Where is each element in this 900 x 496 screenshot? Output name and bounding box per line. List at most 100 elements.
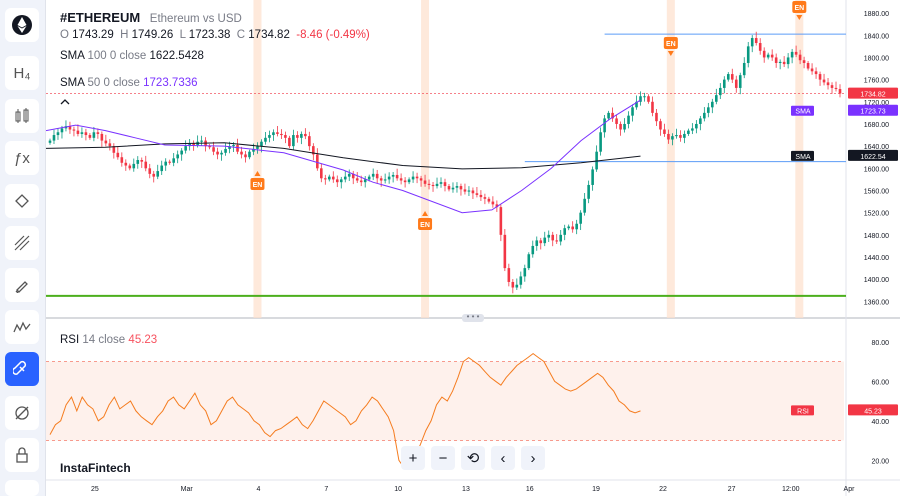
- rsi-tick-60: 60.00: [871, 379, 889, 386]
- candle-102: [455, 186, 459, 188]
- sma100-legend[interactable]: SMA 100 0 close 1622.5428: [60, 50, 204, 62]
- candle-38: [200, 140, 203, 142]
- candle-19: [124, 162, 128, 166]
- candle-195: [826, 82, 830, 86]
- candle-20: [128, 165, 132, 169]
- candle-186: [790, 51, 794, 58]
- pattern-tool-icon[interactable]: [5, 184, 39, 218]
- candle-85: [387, 176, 391, 180]
- candle-69: [324, 178, 327, 180]
- text-tool-icon[interactable]: H₄: [5, 56, 39, 90]
- candle-43: [220, 152, 223, 155]
- zoom-in-button[interactable]: +: [401, 446, 425, 470]
- magnet-icon[interactable]: [5, 352, 39, 386]
- reset-chart-button[interactable]: ⟲: [461, 446, 485, 470]
- candle-73: [339, 179, 343, 183]
- candle-126: [551, 234, 555, 241]
- candle-70: [327, 176, 331, 180]
- candle-162: [695, 123, 698, 129]
- zoom-out-button[interactable]: −: [431, 446, 455, 470]
- time-tick-10: 12:00: [782, 486, 800, 493]
- event-arrow-1: [422, 211, 429, 216]
- price-tick-1560: 1560.00: [864, 188, 889, 195]
- candle-141: [611, 112, 614, 119]
- candle-159: [683, 133, 686, 138]
- candle-116: [511, 281, 515, 288]
- candle-142: [615, 118, 618, 124]
- lock-icon[interactable]: [5, 438, 39, 472]
- more-icon[interactable]: [5, 480, 39, 496]
- candle-14: [104, 140, 108, 144]
- candle-140: [607, 112, 610, 119]
- candle-100: [447, 186, 451, 190]
- candle-54: [264, 137, 267, 142]
- candle-108: [479, 194, 483, 198]
- waves-icon[interactable]: [5, 310, 39, 344]
- candle-103: [459, 186, 463, 190]
- event-label-0: EN: [253, 182, 263, 189]
- candle-148: [639, 96, 642, 102]
- formula-icon[interactable]: ƒx: [5, 141, 39, 175]
- candle-61: [292, 135, 295, 147]
- sma50-params: 50 0 close: [87, 77, 140, 89]
- candle-124: [543, 237, 547, 244]
- candle-98: [439, 182, 443, 184]
- candle-75: [347, 173, 351, 177]
- candle-72: [335, 179, 339, 183]
- rsi-params: 14 close: [82, 334, 126, 346]
- candle-46: [232, 145, 235, 147]
- event-band-1: [421, 0, 430, 318]
- candle-192: [814, 71, 818, 75]
- candle-58: [280, 133, 283, 136]
- candle-88: [399, 178, 403, 181]
- candle-95: [427, 183, 431, 185]
- scroll-right-button[interactable]: ›: [521, 446, 545, 470]
- candle-87: [395, 174, 399, 179]
- sma50-legend[interactable]: SMA 50 0 close 1723.7336: [60, 77, 198, 89]
- candle-170: [726, 74, 730, 80]
- chart-area[interactable]: 1360.00 1400.00 1440.00 1480.00 1520.00 1560.…: [46, 0, 900, 496]
- candle-154: [663, 129, 666, 134]
- candle-182: [774, 57, 778, 63]
- scroll-left-button[interactable]: ‹: [491, 446, 515, 470]
- zoom-controls: + − ⟲ ‹ ›: [401, 446, 545, 470]
- collapse-legend-chevron-icon[interactable]: [60, 98, 70, 109]
- sma100-name: SMA: [60, 50, 85, 62]
- eye-off-icon[interactable]: [5, 396, 39, 430]
- candle-197: [834, 87, 838, 90]
- candle-105: [467, 190, 471, 192]
- rsi-value: 45.23: [128, 334, 158, 346]
- candle-129: [563, 228, 566, 235]
- event-band-0: [253, 0, 262, 318]
- candle-155: [667, 133, 670, 140]
- candle-29: [164, 161, 168, 166]
- candle-17: [116, 152, 120, 158]
- candle-158: [679, 135, 682, 138]
- pane-resize-handle[interactable]: • • •: [462, 313, 484, 322]
- sma50-tag-label-bg: [791, 105, 814, 116]
- fib-tool-icon[interactable]: [5, 226, 39, 260]
- candle-160: [687, 130, 690, 134]
- indicators-icon[interactable]: [5, 99, 39, 133]
- candle-24: [144, 161, 148, 169]
- candle-168: [719, 87, 722, 96]
- sma100-price-tag: 1622.54: [860, 154, 885, 161]
- candle-36: [192, 143, 195, 146]
- low-value: 1723.38: [188, 29, 231, 41]
- brush-icon[interactable]: [5, 268, 39, 302]
- candle-33: [180, 150, 183, 155]
- candle-5: [68, 126, 72, 130]
- candle-104: [463, 189, 467, 192]
- rsi-line: [49, 352, 641, 469]
- candle-93: [419, 178, 423, 181]
- candle-169: [722, 79, 726, 88]
- symbol-name: #ETHEREUM: [60, 10, 141, 25]
- time-tick-1: Mar: [181, 486, 194, 493]
- candle-12: [96, 132, 100, 134]
- event-label-3: EN: [794, 5, 804, 12]
- candle-196: [830, 85, 834, 88]
- rsi-legend[interactable]: RSI 14 close 45.23: [60, 334, 157, 346]
- ethereum-logo-icon[interactable]: [5, 8, 39, 42]
- candle-114: [503, 234, 507, 269]
- charts-svg[interactable]: 1360.001400.001440.001480.001520.001560.…: [46, 0, 900, 496]
